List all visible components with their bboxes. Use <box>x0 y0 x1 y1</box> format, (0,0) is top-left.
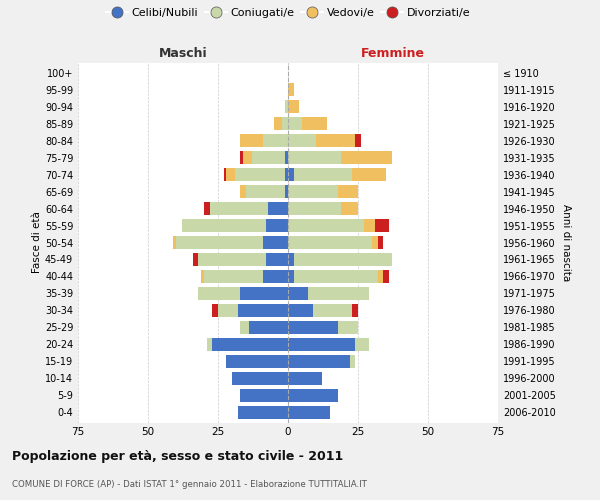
Bar <box>372 236 377 249</box>
Bar <box>288 355 350 368</box>
Bar <box>377 236 383 249</box>
Bar <box>288 270 293 283</box>
Bar <box>288 321 338 334</box>
Bar <box>243 151 251 164</box>
Bar <box>193 253 199 266</box>
Bar <box>241 151 243 164</box>
Bar <box>201 270 204 283</box>
Bar <box>375 219 389 232</box>
Bar <box>288 338 355 351</box>
Bar <box>288 168 293 181</box>
Bar <box>241 321 249 334</box>
Bar <box>288 185 338 198</box>
Bar <box>308 287 369 300</box>
Bar <box>288 134 316 147</box>
Bar <box>293 270 377 283</box>
Bar <box>383 270 389 283</box>
Bar <box>288 202 341 215</box>
Bar <box>293 253 392 266</box>
Bar <box>288 219 364 232</box>
Bar <box>288 84 293 96</box>
Bar <box>313 304 352 317</box>
Bar <box>288 406 330 418</box>
Bar <box>268 202 288 215</box>
Bar <box>288 389 338 402</box>
Bar <box>266 253 288 266</box>
Bar <box>235 168 285 181</box>
Bar <box>364 219 375 232</box>
Bar <box>285 168 288 181</box>
Bar <box>199 287 241 300</box>
Bar <box>212 304 218 317</box>
Bar <box>288 118 302 130</box>
Bar <box>263 236 288 249</box>
Bar <box>209 202 268 215</box>
Text: COMUNE DI FORCE (AP) - Dati ISTAT 1° gennaio 2011 - Elaborazione TUTTITALIA.IT: COMUNE DI FORCE (AP) - Dati ISTAT 1° gen… <box>12 480 367 489</box>
Y-axis label: Anni di nascita: Anni di nascita <box>561 204 571 281</box>
Bar <box>285 151 288 164</box>
Bar <box>288 304 313 317</box>
Bar <box>302 118 327 130</box>
Text: Femmine: Femmine <box>361 47 425 60</box>
Bar <box>263 134 288 147</box>
Bar <box>182 219 266 232</box>
Bar <box>288 151 341 164</box>
Bar <box>249 321 288 334</box>
Bar <box>352 168 386 181</box>
Bar <box>355 338 369 351</box>
Bar <box>199 253 266 266</box>
Bar <box>263 270 288 283</box>
Bar <box>226 355 288 368</box>
Bar <box>283 118 288 130</box>
Bar <box>224 168 226 181</box>
Bar <box>241 185 246 198</box>
Bar <box>246 185 285 198</box>
Bar <box>288 236 372 249</box>
Bar <box>173 236 176 249</box>
Bar <box>251 151 285 164</box>
Text: Popolazione per età, sesso e stato civile - 2011: Popolazione per età, sesso e stato civil… <box>12 450 343 463</box>
Bar <box>285 185 288 198</box>
Bar <box>352 304 358 317</box>
Bar <box>226 168 235 181</box>
Bar <box>288 372 322 384</box>
Bar <box>238 304 288 317</box>
Bar <box>238 406 288 418</box>
Bar <box>266 219 288 232</box>
Bar <box>176 236 263 249</box>
Text: Maschi: Maschi <box>158 47 208 60</box>
Bar <box>288 253 293 266</box>
Bar <box>316 134 355 147</box>
Bar <box>350 355 355 368</box>
Bar <box>218 304 238 317</box>
Bar <box>274 118 283 130</box>
Bar <box>285 100 288 113</box>
Bar <box>293 168 352 181</box>
Bar <box>241 389 288 402</box>
Bar <box>241 134 263 147</box>
Bar <box>212 338 288 351</box>
Bar <box>204 270 263 283</box>
Bar <box>232 372 288 384</box>
Bar <box>204 202 209 215</box>
Bar <box>377 270 383 283</box>
Y-axis label: Fasce di età: Fasce di età <box>32 212 42 274</box>
Bar <box>288 287 308 300</box>
Bar <box>341 202 358 215</box>
Legend: Celibi/Nubili, Coniugati/e, Vedovi/e, Divorziati/e: Celibi/Nubili, Coniugati/e, Vedovi/e, Di… <box>104 6 472 20</box>
Bar <box>341 151 392 164</box>
Bar <box>241 287 288 300</box>
Bar <box>288 100 299 113</box>
Bar <box>355 134 361 147</box>
Bar <box>338 321 358 334</box>
Bar <box>207 338 212 351</box>
Bar <box>338 185 358 198</box>
